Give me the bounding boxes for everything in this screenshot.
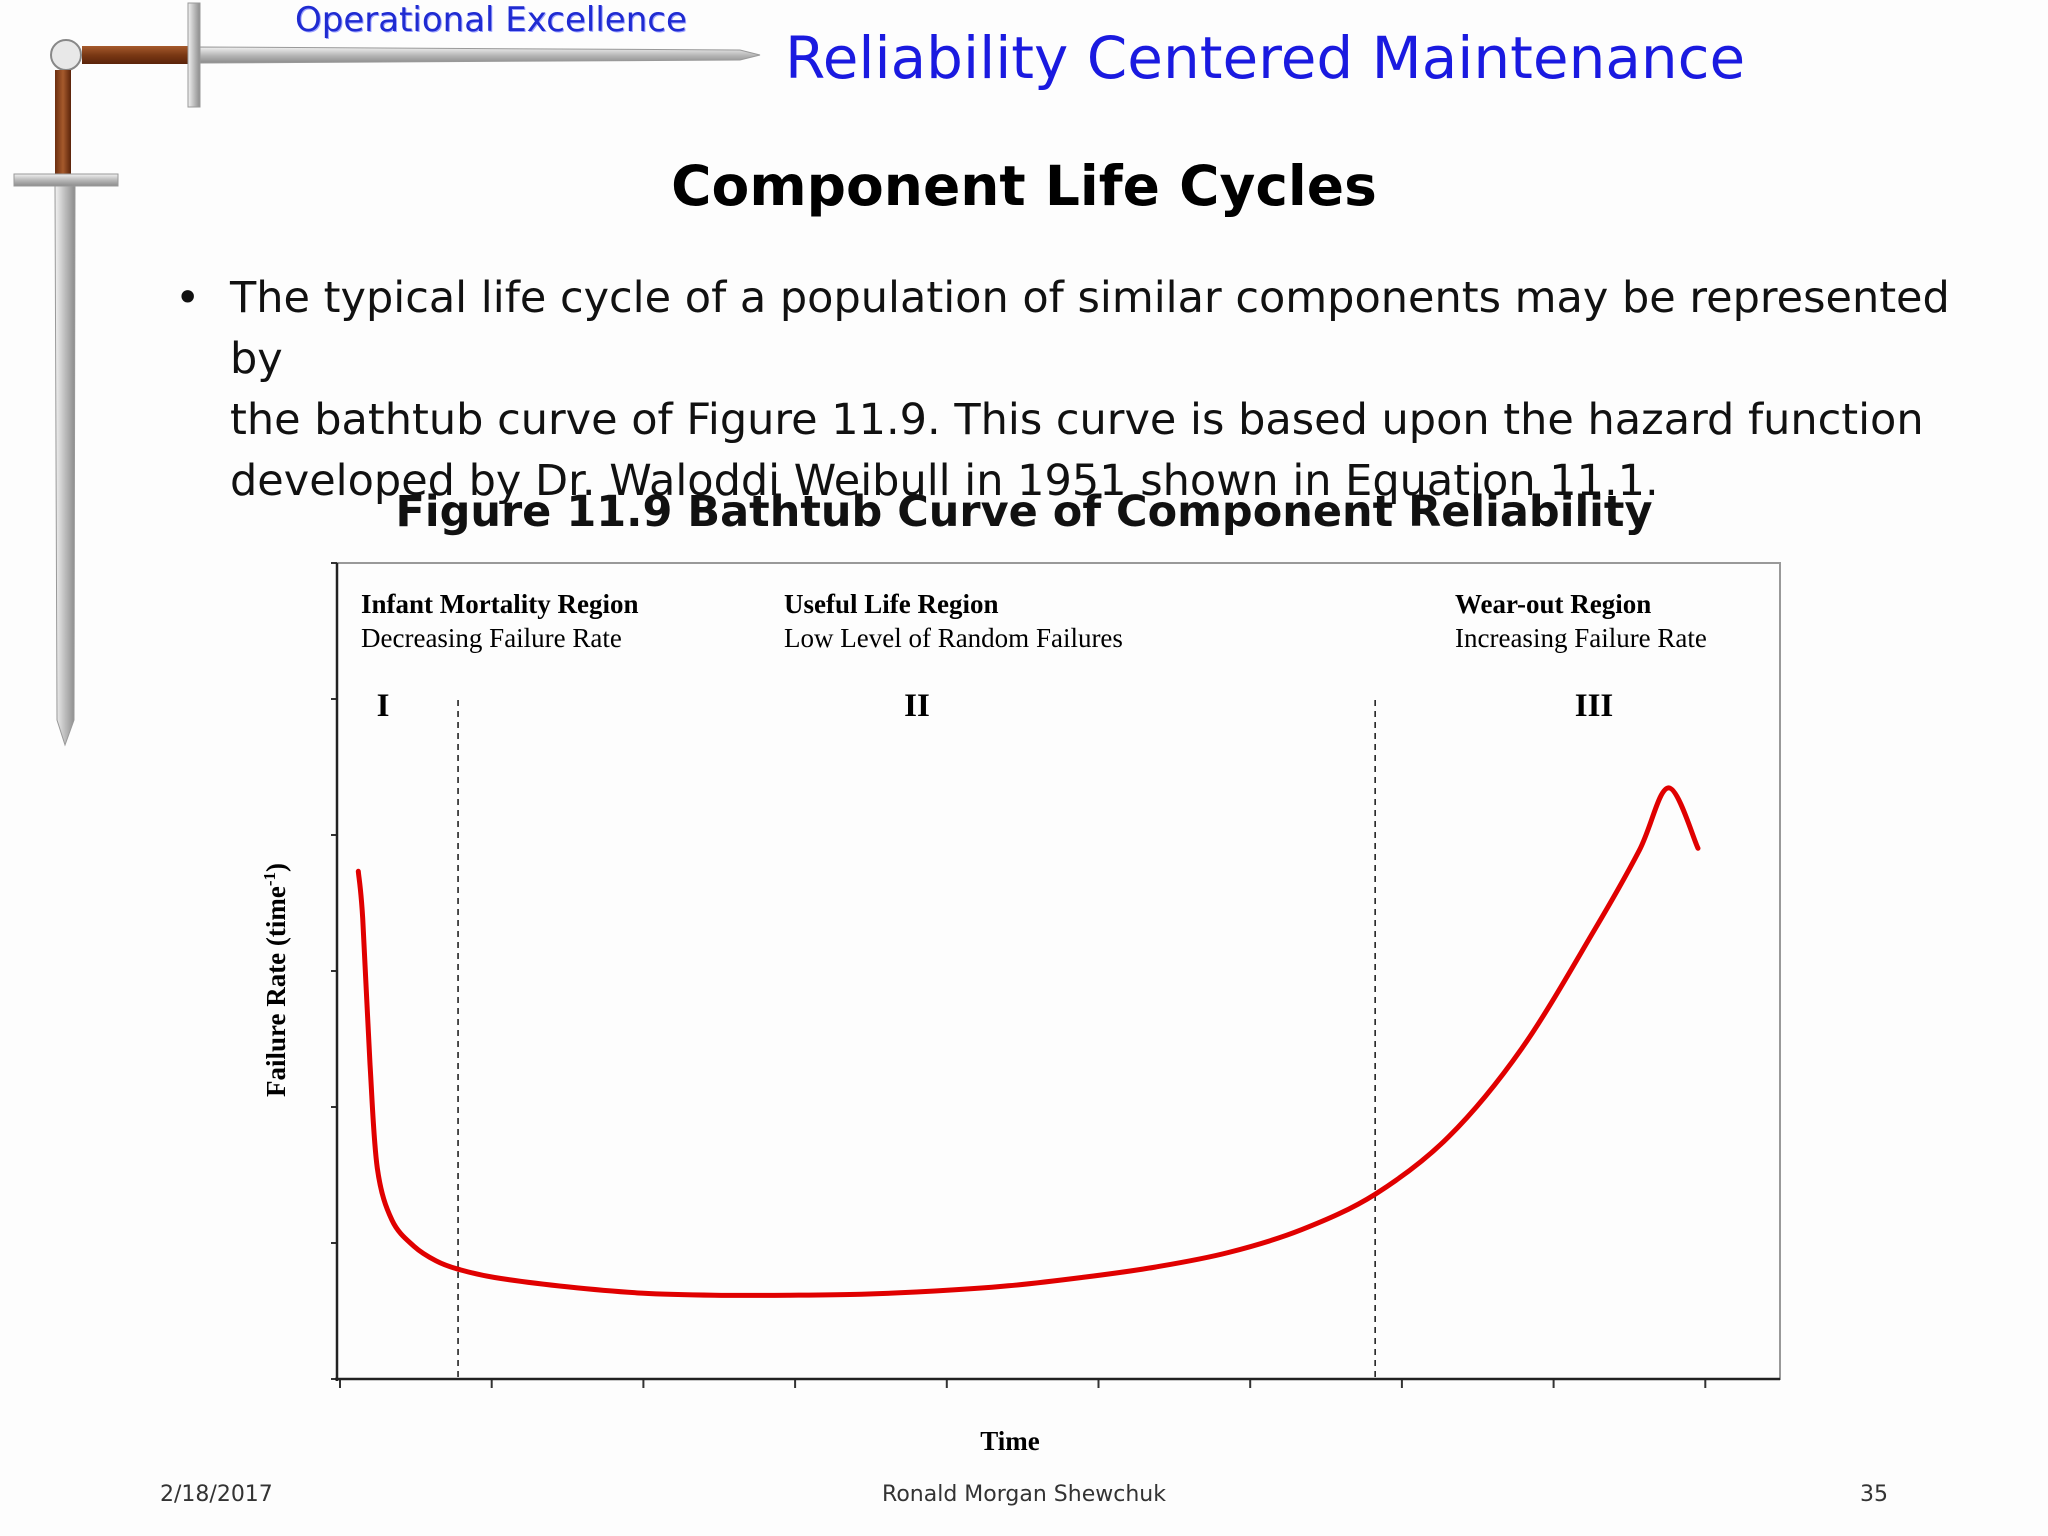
bullet-line: the bathtub curve of Figure 11.9. This c… bbox=[230, 395, 1924, 445]
bullet-text: The typical life cycle of a population o… bbox=[230, 268, 2005, 512]
axes bbox=[331, 562, 1780, 1388]
series-line bbox=[355, 785, 1701, 1298]
y-axis-label: Failure Rate (time-1) bbox=[260, 863, 291, 1097]
sword-logo bbox=[13, 2, 761, 747]
bullet-icon: • bbox=[175, 273, 201, 323]
slide-title: Component Life Cycles bbox=[671, 154, 1377, 218]
figure-caption: Figure 11.9 Bathtub Curve of Component R… bbox=[395, 487, 1653, 537]
region-name: Wear-out Region bbox=[1455, 589, 1651, 619]
footer-author: Ronald Morgan Shewchuk bbox=[882, 1482, 1166, 1507]
grip-vertical-icon bbox=[55, 70, 71, 174]
region-numeral: III bbox=[1575, 688, 1614, 724]
x-axis-label: Time bbox=[980, 1426, 1040, 1456]
series-group bbox=[355, 785, 1701, 1298]
y-axis-label-close: ) bbox=[261, 863, 291, 872]
y-axis-label-text: Failure Rate (time bbox=[261, 886, 291, 1097]
bullet-line: The typical life cycle of a population o… bbox=[230, 273, 1950, 384]
region-labels: Infant Mortality Region Decreasing Failur… bbox=[361, 589, 1707, 724]
region-name: Infant Mortality Region bbox=[361, 589, 638, 619]
footer-date: 2/18/2017 bbox=[160, 1482, 273, 1507]
blade-vertical-icon bbox=[54, 185, 76, 747]
bullet-line: developed by Dr. Waloddi Weibull in 1951… bbox=[230, 456, 1659, 506]
grip-icon bbox=[82, 46, 188, 64]
brand-name: Operational Excellence bbox=[295, 0, 687, 40]
footer-page-number: 35 bbox=[1860, 1482, 1888, 1507]
region-boundaries bbox=[457, 700, 1376, 1379]
deck-title: Reliability Centered Maintenance bbox=[785, 24, 1746, 92]
plot-frame bbox=[336, 562, 1781, 1380]
region-name: Useful Life Region bbox=[784, 589, 998, 619]
region-numeral: II bbox=[904, 688, 930, 724]
blade-icon bbox=[199, 46, 761, 64]
region-numeral: I bbox=[377, 688, 390, 724]
region-description: Low Level of Random Failures bbox=[784, 623, 1123, 653]
y-axis-label-superscript: -1 bbox=[260, 872, 279, 886]
region-description: Decreasing Failure Rate bbox=[361, 623, 622, 653]
region-description: Increasing Failure Rate bbox=[1455, 623, 1707, 653]
